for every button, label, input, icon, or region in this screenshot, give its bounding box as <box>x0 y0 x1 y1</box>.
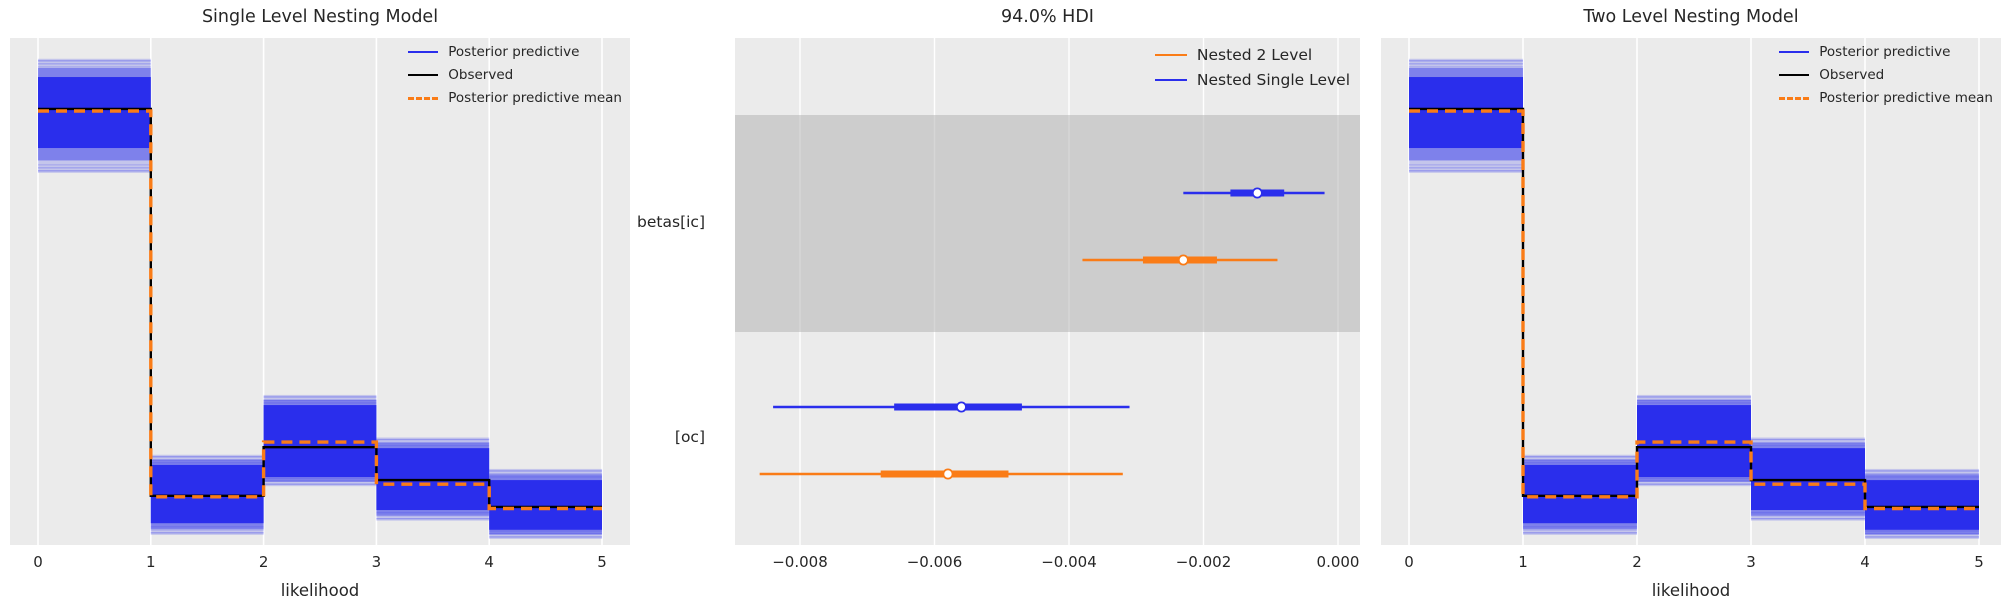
x-tick-label: −0.006 <box>906 553 963 571</box>
row-label-oc: [oc] <box>674 428 705 446</box>
legend-item-observed: Observed <box>408 67 622 83</box>
legend-label: Posterior predictive mean <box>448 90 622 106</box>
blue-line-icon <box>1779 51 1810 53</box>
x-tick-label: 4 <box>1860 553 1870 571</box>
x-tick-label: −0.008 <box>772 553 828 571</box>
legend-label: Posterior predictive mean <box>1819 90 1993 106</box>
median-marker <box>1251 187 1263 199</box>
x-tick-label: 2 <box>258 553 269 571</box>
observed-step-line <box>1409 107 1979 509</box>
median-marker <box>942 468 954 480</box>
left-legend: Posterior predictive Observed Posterior … <box>408 44 622 106</box>
right-chart-title: Two Level Nesting Model <box>1583 7 1799 27</box>
median-marker <box>955 401 967 413</box>
median-marker <box>1177 254 1189 266</box>
posterior-predictive-mean-step-line <box>38 109 602 511</box>
legend-label: Nested 2 Level <box>1196 46 1313 64</box>
black-line-icon <box>408 74 439 76</box>
legend-item-posterior-predictive: Posterior predictive <box>1779 44 1993 60</box>
ppc-band-core <box>1865 480 1979 530</box>
legend-item-nested-single-level: Nested Single Level <box>1154 71 1350 89</box>
x-tick-label: 4 <box>484 553 494 571</box>
x-tick-label: 3 <box>1746 553 1756 571</box>
posterior-predictive-mean-step-line <box>1409 109 1979 511</box>
black-line-icon <box>1779 74 1810 76</box>
hdi-forest-canvas <box>735 38 1360 545</box>
x-tick-label: −0.004 <box>1041 553 1097 571</box>
ppc-band-core <box>489 480 602 530</box>
legend-item-posterior-predictive-mean: Posterior predictive mean <box>408 90 622 106</box>
legend-label: Posterior predictive <box>1819 44 1951 60</box>
x-tick-label: 1 <box>146 553 156 571</box>
legend-label: Observed <box>448 67 514 83</box>
legend-item-posterior-predictive-mean: Posterior predictive mean <box>1779 90 1993 106</box>
right-ppc-canvas <box>1408 38 1980 545</box>
x-tick-label: −0.002 <box>1175 553 1232 571</box>
orange-dashed-line-icon <box>408 96 439 100</box>
left-ppc-canvas <box>37 38 603 545</box>
orange-dashed-line-icon <box>1779 96 1810 100</box>
ppc-band-core <box>1523 464 1637 524</box>
x-tick-label: 0 <box>33 553 43 571</box>
ppc-band-core <box>150 464 264 524</box>
blue-line-icon <box>1154 79 1187 81</box>
legend-item-posterior-predictive: Posterior predictive <box>408 44 622 60</box>
shaded-row-band <box>735 115 1360 332</box>
legend-item-nested-2-level: Nested 2 Level <box>1154 46 1350 64</box>
left-chart-title: Single Level Nesting Model <box>201 7 439 27</box>
x-tick-label: 5 <box>597 553 607 571</box>
right-legend: Posterior predictive Observed Posterior … <box>1779 44 1993 106</box>
x-tick-label: 5 <box>1974 553 1984 571</box>
orange-line-icon <box>1154 54 1187 56</box>
left-ppc-plot-area: Posterior predictive Observed Posterior … <box>10 38 630 545</box>
x-tick-label: 3 <box>371 553 382 571</box>
x-tick-label: 0 <box>1404 553 1414 571</box>
legend-item-observed: Observed <box>1779 67 1993 83</box>
x-tick-label: 0.000 <box>1316 553 1360 571</box>
blue-line-icon <box>408 51 439 53</box>
x-tick-label: 2 <box>1632 553 1642 571</box>
legend-label: Observed <box>1819 67 1885 83</box>
legend-label: Nested Single Level <box>1196 71 1350 89</box>
hdi-legend: Nested 2 Level Nested Single Level <box>1154 46 1350 89</box>
hdi-forest-plot-area: Nested 2 Level Nested Single Level <box>735 38 1360 545</box>
middle-chart-title: 94.0% HDI <box>1001 7 1094 27</box>
right-ppc-plot-area: Posterior predictive Observed Posterior … <box>1381 38 2001 545</box>
legend-label: Posterior predictive <box>448 44 580 60</box>
right-xaxis-label: likelihood <box>1651 581 1731 600</box>
x-tick-label: 1 <box>1518 553 1528 571</box>
left-xaxis-label: likelihood <box>280 581 360 600</box>
row-label-betas-ic: betas[ic] <box>637 213 705 231</box>
